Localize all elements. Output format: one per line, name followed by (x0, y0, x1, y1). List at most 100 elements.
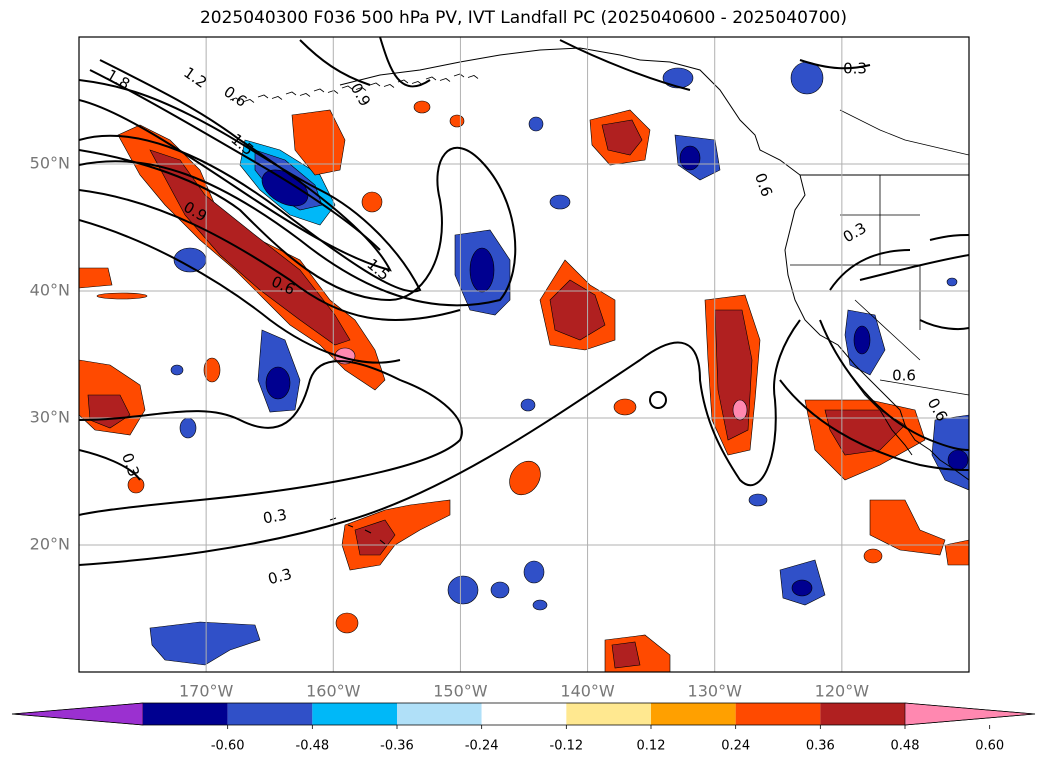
pv-anomaly-shading (79, 61, 969, 672)
negative-anomaly-blob (490, 581, 510, 599)
colorbar-tick-label: 0.12 (637, 739, 666, 754)
negative-anomaly-blob (931, 414, 969, 491)
positive-anomaly-peak (732, 399, 748, 421)
colorbar-tick-label: -0.48 (296, 739, 330, 754)
ivt-contour (649, 391, 668, 409)
latitude-label: 50°N (30, 154, 70, 173)
latitude-labels: 50°N 40°N 30°N 20°N (30, 154, 70, 554)
colorbar-tick-label: -0.24 (465, 739, 499, 754)
negative-anomaly-blob (549, 194, 571, 210)
map-title: 2025040300 F036 500 hPa PV, IVT Landfall… (199, 8, 847, 28)
colorbar-tick-label: -0.60 (211, 739, 245, 754)
colorbar-tick-label: 0.60 (975, 739, 1004, 754)
ivt-contour (829, 234, 969, 291)
ivt-contour (79, 219, 401, 364)
colorbar-cell (820, 703, 905, 725)
positive-anomaly-core (149, 149, 351, 346)
aleutian-island (341, 85, 353, 90)
colorbar-cell (566, 703, 651, 725)
ivt-contour (299, 37, 691, 91)
aleutian-island (467, 75, 479, 79)
ivt-contour (819, 319, 969, 451)
coastline-path (639, 59, 969, 481)
positive-anomaly-blob (944, 539, 969, 566)
positive-anomaly-blob (361, 191, 383, 213)
longitude-label: 120°W (815, 682, 870, 701)
positive-anomaly-blob (869, 499, 946, 556)
contour-label: 0.6 (892, 367, 916, 385)
ivt-contour (89, 69, 381, 251)
colorbar-cell (651, 703, 736, 725)
longitude-label: 150°W (433, 682, 488, 701)
colorbar-tick-label: -0.12 (550, 739, 584, 754)
aleutian-island (299, 93, 311, 97)
colorbar-extend-high (904, 702, 1036, 726)
negative-anomaly-core (853, 325, 871, 355)
colorbar-labels: -0.60 -0.48 -0.36 -0.24 -0.12 0.12 0.24 0.36 0.4… (211, 725, 1004, 754)
positive-anomaly-blob (291, 109, 346, 176)
negative-anomaly-core (791, 579, 813, 597)
colorbar-tick-label: 0.24 (721, 739, 750, 754)
ivt-contour (79, 360, 463, 516)
aleutian-island (369, 82, 381, 87)
ivt-contour (79, 59, 392, 272)
negative-anomaly-blob (946, 277, 958, 287)
aleutian-island (327, 90, 339, 94)
positive-anomaly-blob (127, 476, 145, 494)
map-frame (78, 36, 970, 673)
longitude-labels: 170°W 160°W 150°W 140°W 130°W 120°W (179, 682, 869, 701)
aleutian-island (425, 76, 437, 81)
ocean-background (79, 37, 969, 672)
negative-anomaly-blob (447, 575, 479, 605)
map-plot-area: 1.8 1.20.6 0.91.50.90.61.50.30.30.30.30.60… (79, 37, 969, 672)
colorbar-cell (312, 703, 397, 725)
positive-anomaly-blob (203, 357, 221, 383)
longitude-label: 140°W (560, 682, 615, 701)
negative-anomaly-blob (520, 398, 536, 412)
negative-anomaly-blob (523, 560, 545, 584)
ivt-contour (859, 254, 969, 330)
longitude-label: 170°W (179, 682, 234, 701)
aleutian-island (313, 88, 325, 93)
positive-anomaly-core (601, 119, 643, 156)
negative-anomaly-core (265, 366, 291, 400)
colorbar-tick-label: 0.36 (806, 739, 835, 754)
contour-label: 0.3 (843, 60, 867, 78)
latitude-label: 20°N (30, 535, 70, 554)
negative-anomaly-blob (149, 621, 261, 666)
positive-anomaly-blob (96, 292, 148, 300)
latitude-label: 40°N (30, 281, 70, 300)
positive-anomaly-blob (413, 100, 431, 114)
ivt-contour (79, 189, 461, 321)
contour-label: 0.3 (266, 565, 294, 589)
aleutian-island (257, 94, 269, 99)
ivt-contour (79, 449, 141, 481)
aleutian-island (355, 87, 367, 91)
positive-anomaly-blob (79, 267, 113, 289)
colorbar-cell (143, 703, 228, 725)
negative-anomaly-blob (662, 67, 694, 89)
aleutian-island (411, 81, 423, 85)
colorbar-tick-label: 0.48 (891, 739, 920, 754)
aleutian-island (229, 97, 241, 102)
positive-anomaly-blob (335, 612, 359, 634)
aleutian-island (439, 78, 451, 82)
colorbar-outline (11, 702, 1036, 726)
ivt-contour (799, 59, 871, 70)
positive-anomaly-blob (509, 460, 541, 496)
negative-anomaly-blob (532, 599, 548, 611)
ivt-contours (79, 37, 969, 566)
longitude-label: 130°W (688, 682, 743, 701)
ivt-contour (779, 379, 969, 471)
province-border (839, 109, 969, 156)
positive-anomaly-core (549, 279, 606, 341)
coastline (229, 47, 969, 545)
colorbar-cell (481, 703, 567, 725)
colorbar-tick-label: -0.36 (380, 739, 414, 754)
negative-anomaly-blob (170, 364, 184, 376)
aleutian-island (383, 84, 395, 88)
ivt-contour (79, 319, 801, 566)
latitude-label: 30°N (30, 408, 70, 427)
ivt-contour (79, 146, 517, 307)
